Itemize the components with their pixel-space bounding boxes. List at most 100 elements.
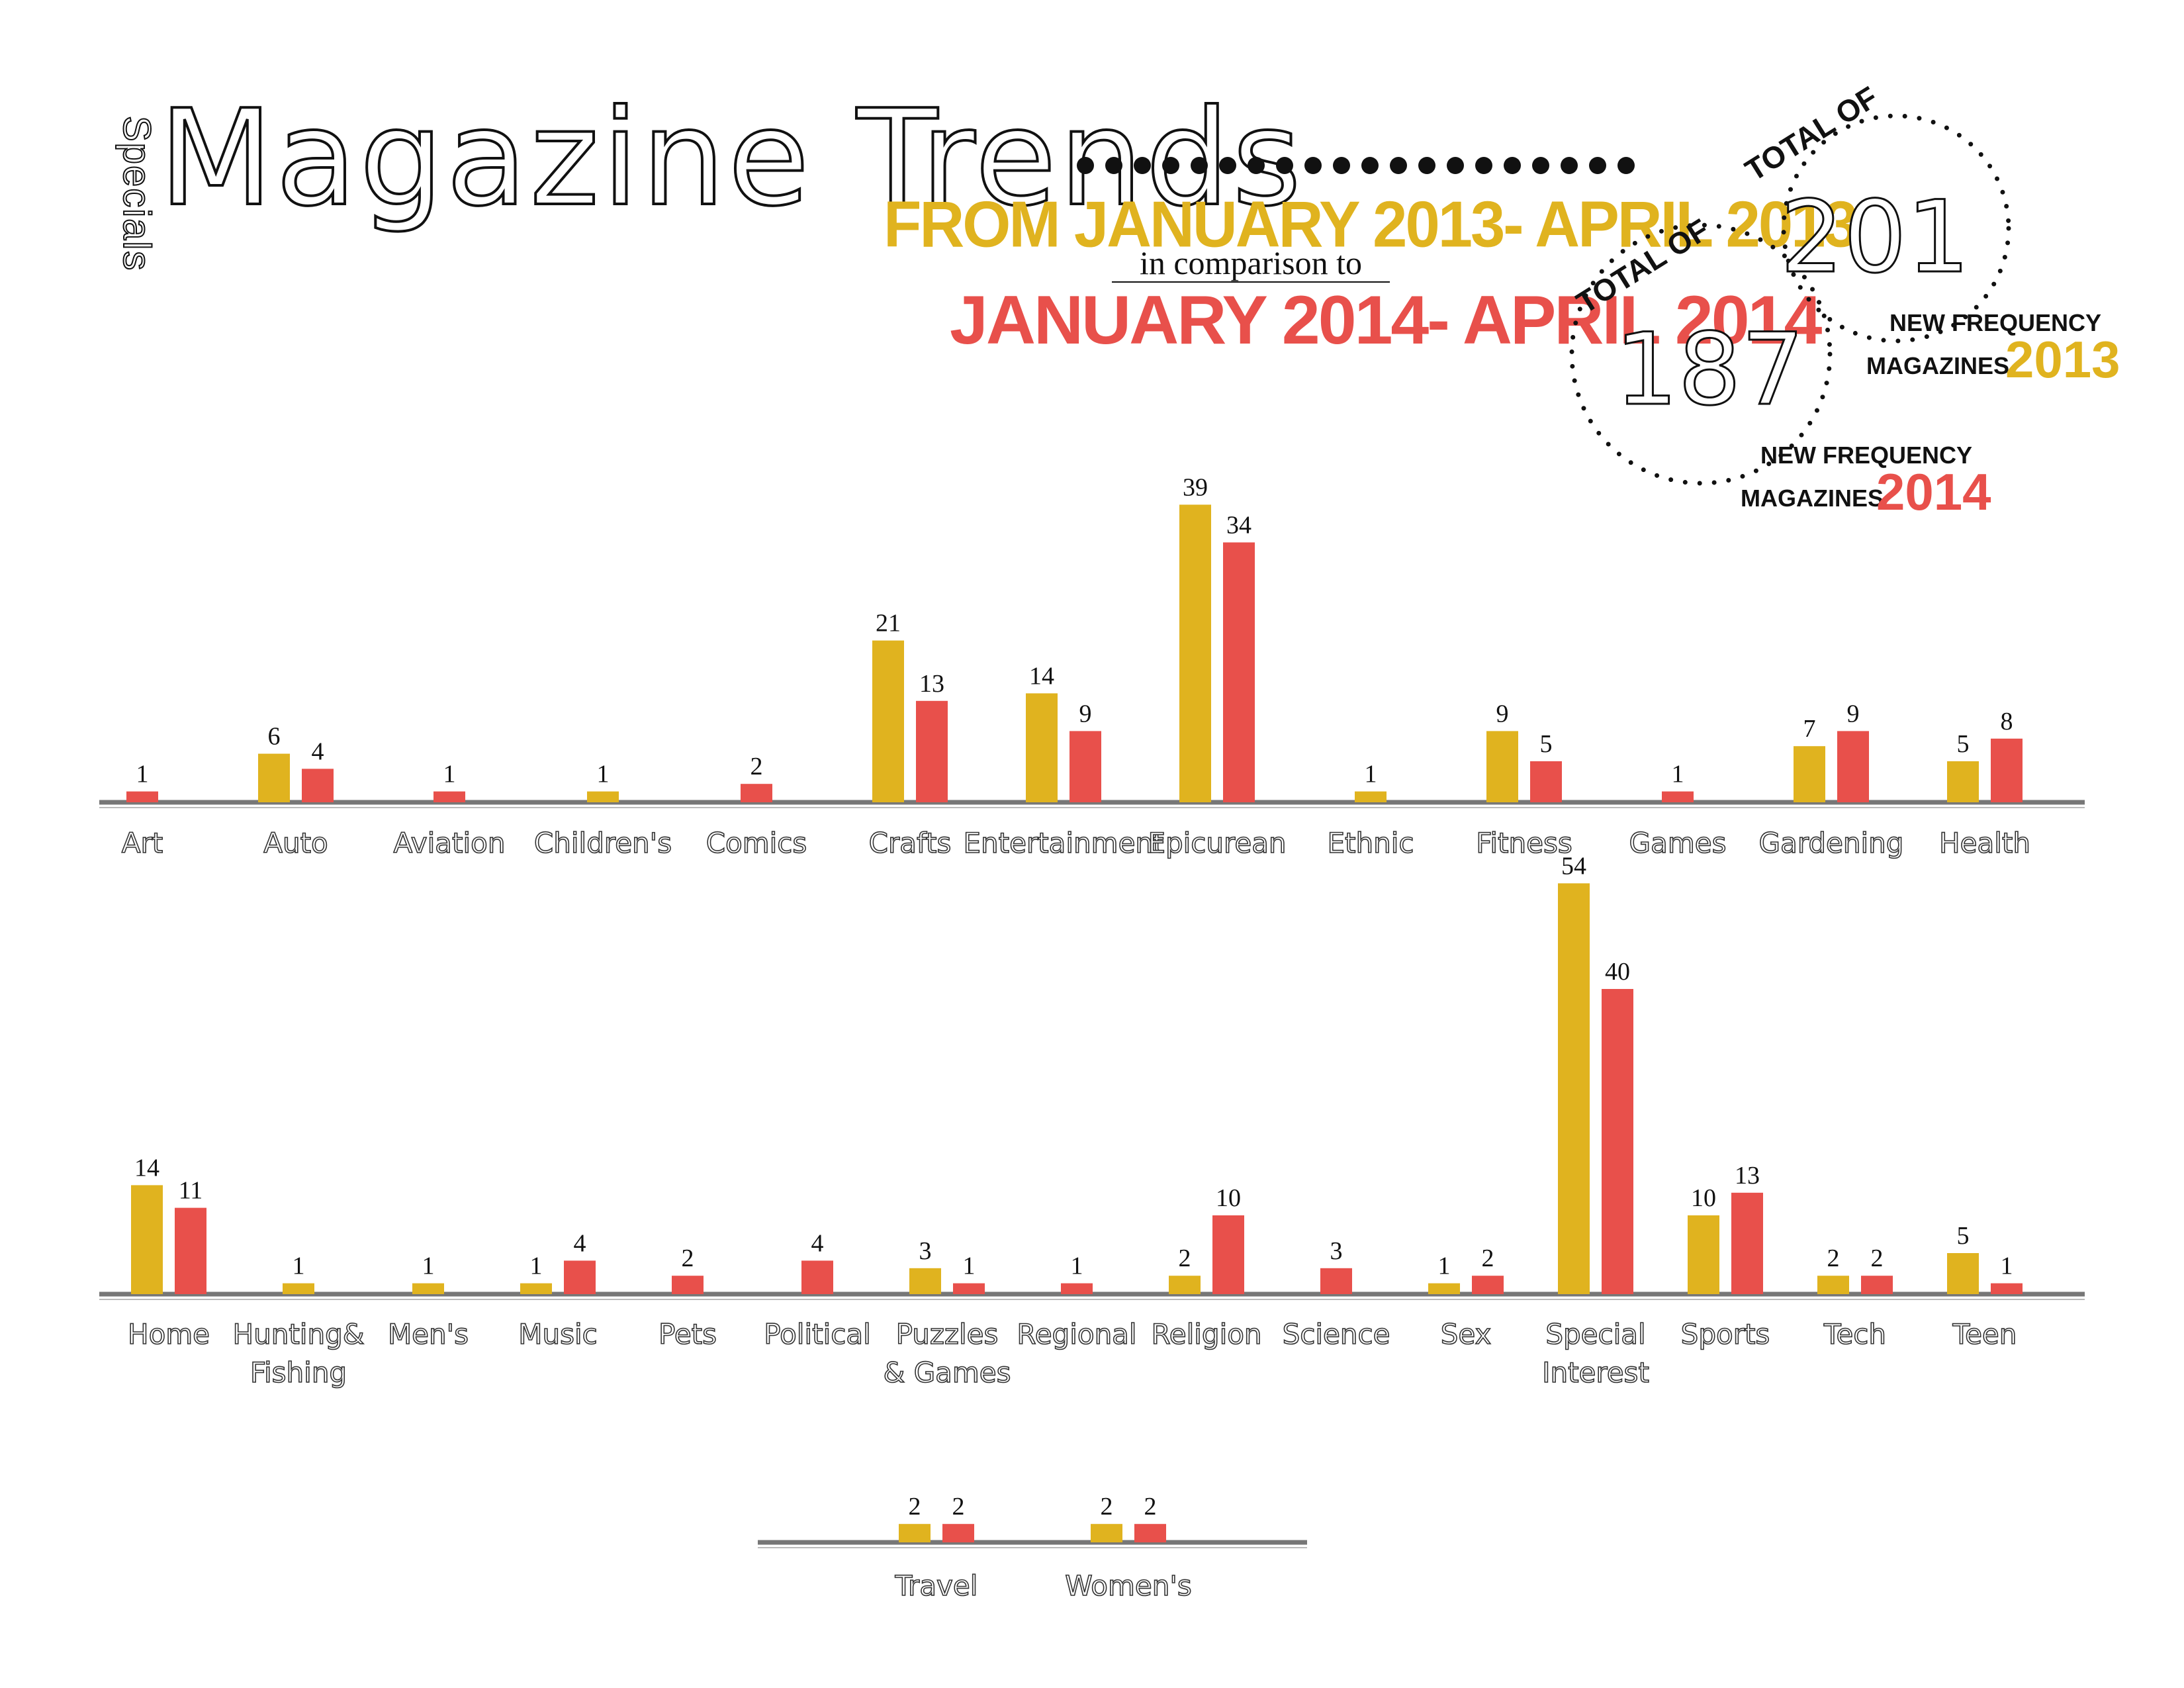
data-label: 9: [1079, 700, 1092, 727]
data-label: 1: [293, 1252, 305, 1280]
category-label: Gardening: [1759, 827, 1904, 859]
data-label: 54: [1561, 852, 1586, 880]
bar-2013: [283, 1283, 314, 1294]
bar-2014: [564, 1260, 596, 1294]
data-label: 1: [2001, 1252, 2013, 1280]
category-label: Comics: [706, 827, 807, 859]
leader-dot: [1077, 157, 1094, 174]
bar-2014: [302, 769, 334, 802]
leader-dot: [1361, 157, 1379, 174]
leader-dot: [1191, 157, 1208, 174]
bar-2013: [899, 1524, 931, 1542]
bar-2013: [1486, 731, 1518, 802]
data-label: 14: [1029, 662, 1054, 690]
category-label: Entertainment: [963, 827, 1163, 859]
category-label: Regional: [1017, 1318, 1136, 1350]
category-label: Special: [1545, 1318, 1645, 1350]
data-label: 1: [530, 1252, 543, 1280]
data-label: 21: [876, 610, 901, 637]
data-label: 2: [1482, 1244, 1494, 1272]
data-label: 4: [811, 1229, 824, 1257]
category-label: Interest: [1542, 1356, 1649, 1389]
bar-2013: [1169, 1276, 1201, 1294]
data-label: 1: [597, 761, 610, 788]
data-label: 1: [963, 1252, 976, 1280]
category-label: Puzzles: [896, 1318, 999, 1350]
data-label: 11: [179, 1177, 203, 1205]
bar-2013: [1428, 1283, 1460, 1294]
category-label: Ethnic: [1327, 827, 1414, 859]
data-label: 7: [1803, 715, 1816, 743]
leader-dot: [1561, 157, 1578, 174]
category-label: Art: [122, 827, 163, 859]
leader-dot: [1475, 157, 1492, 174]
bar-2013: [131, 1185, 163, 1294]
leader-dot: [1162, 157, 1179, 174]
bar-2014: [175, 1207, 206, 1294]
bar-2013: [1179, 504, 1211, 802]
data-label: 2: [682, 1244, 694, 1272]
data-label: 1: [1071, 1252, 1083, 1280]
data-label: 2: [1871, 1244, 1884, 1272]
bar-2014: [1472, 1276, 1504, 1294]
bar-2013: [587, 791, 619, 802]
bar-2013: [1558, 883, 1590, 1294]
category-label: Music: [518, 1318, 598, 1350]
bar-2014: [1602, 989, 1633, 1294]
category-label: Religion: [1151, 1318, 1261, 1350]
category-label: Health: [1939, 827, 2030, 859]
data-label: 2: [909, 1493, 921, 1521]
category-label: Crafts: [869, 827, 952, 859]
data-label: 9: [1847, 700, 1860, 727]
bar-2013: [1817, 1276, 1849, 1294]
bar-2014: [916, 700, 948, 802]
bar-2013: [1688, 1215, 1719, 1294]
leader-dot: [1276, 157, 1293, 174]
category-label: Fishing: [250, 1356, 347, 1389]
bar-2013: [520, 1283, 552, 1294]
category-label: Pets: [659, 1318, 717, 1350]
leader-dot: [1617, 157, 1635, 174]
data-label: 10: [1691, 1184, 1716, 1212]
category-label: Fitness: [1476, 827, 1572, 859]
leader-dot: [1134, 157, 1151, 174]
bar-2013: [1091, 1524, 1122, 1542]
data-label: 14: [134, 1154, 159, 1182]
bar-2014: [801, 1260, 833, 1294]
bar-2013: [412, 1283, 444, 1294]
data-label: 3: [1330, 1237, 1343, 1265]
bar-2013: [1355, 791, 1387, 802]
comparison-text: in comparison to: [1112, 245, 1390, 283]
bar-2014: [1212, 1215, 1244, 1294]
bar-2014: [1731, 1192, 1763, 1294]
category-label: Women's: [1065, 1570, 1192, 1602]
bar-2014: [433, 791, 465, 802]
bar-2014: [1223, 542, 1255, 802]
data-label: 34: [1226, 511, 1251, 539]
category-label: Political: [764, 1318, 871, 1350]
data-label: 13: [919, 670, 944, 698]
bar-2014: [1991, 738, 2023, 802]
leader-dot: [1504, 157, 1521, 174]
data-label: 2: [1827, 1244, 1840, 1272]
bar-2014: [741, 784, 772, 802]
bar-2014: [1662, 791, 1694, 802]
bar-2013: [909, 1268, 941, 1294]
category-label: Sports: [1681, 1318, 1770, 1350]
data-label: 1: [443, 761, 456, 788]
bar-2014: [1991, 1283, 2023, 1294]
data-label: 8: [2001, 708, 2013, 735]
data-label: 1: [422, 1252, 435, 1280]
leader-dot: [1418, 157, 1435, 174]
data-label: 1: [1438, 1252, 1451, 1280]
bar-2014: [1320, 1268, 1352, 1294]
category-label: & Games: [883, 1356, 1011, 1389]
category-label: Games: [1629, 827, 1727, 859]
bar-2013: [1947, 1253, 1979, 1294]
bar-2014: [953, 1283, 985, 1294]
leader-dot: [1390, 157, 1407, 174]
bar-2014: [126, 791, 158, 802]
bar-2013: [1794, 746, 1825, 802]
data-label: 1: [1365, 761, 1377, 788]
